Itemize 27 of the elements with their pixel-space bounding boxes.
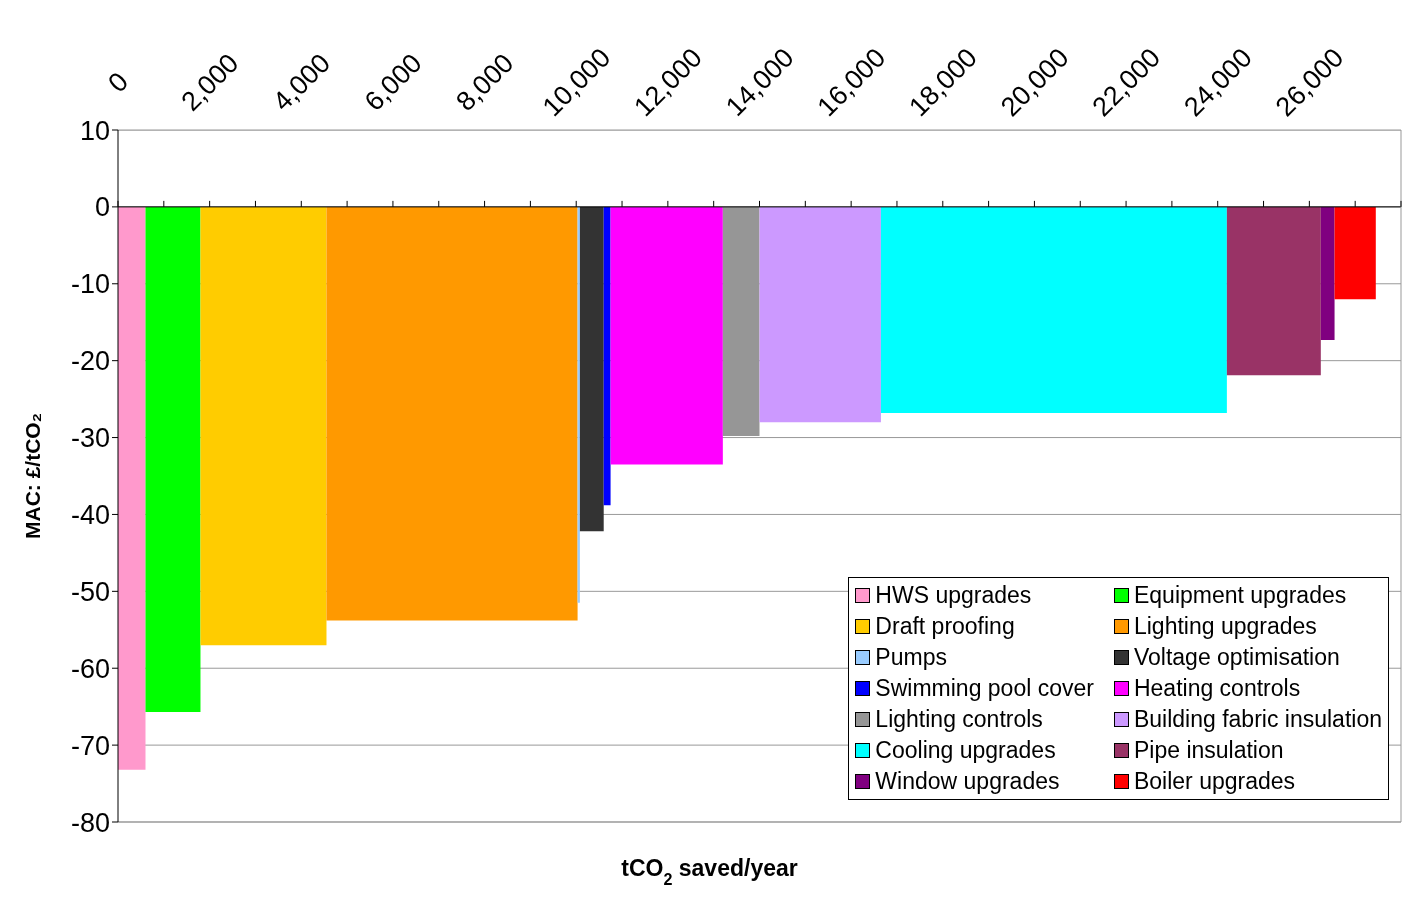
- y-tick-label: -50: [70, 576, 110, 607]
- y-tick-label: -10: [70, 269, 110, 300]
- y-tick-label: -30: [70, 423, 110, 454]
- legend-label: Heating controls: [1133, 675, 1301, 701]
- y-tick-label: -70: [70, 730, 110, 761]
- y-tick-label: 0: [94, 192, 110, 223]
- legend-label: HWS upgrades: [875, 582, 1032, 608]
- legend-label: Lighting upgrades: [1133, 613, 1317, 639]
- legend-label: Boiler upgrades: [1133, 768, 1296, 794]
- y-tick-label: 10: [79, 115, 110, 146]
- y-tick-label: -40: [70, 500, 110, 531]
- legend-label: Window upgrades: [875, 768, 1060, 794]
- x-axis-title: tCO$_{2}$ saved/year: [621, 855, 798, 888]
- legend-label: Swimming pool cover: [875, 675, 1094, 701]
- legend-label: Equipment upgrades: [1133, 582, 1347, 608]
- legend-label: Building fabric insulation: [1133, 706, 1382, 732]
- legend-label: Pumps: [875, 644, 947, 670]
- legend-label: Draft proofing: [875, 613, 1015, 639]
- legend-label: Voltage optimisation: [1133, 644, 1340, 670]
- y-axis-title: MAC: £/tCO₂: [21, 413, 44, 539]
- y-tick-label: -20: [70, 346, 110, 377]
- x-tick-label: 0: [102, 66, 135, 99]
- y-tick-label: -80: [70, 807, 110, 838]
- y-tick-label: -60: [70, 653, 110, 684]
- legend-label: Pipe insulation: [1133, 737, 1284, 763]
- legend-label: Lighting controls: [875, 706, 1043, 732]
- legend-label: Cooling upgrades: [875, 737, 1056, 763]
